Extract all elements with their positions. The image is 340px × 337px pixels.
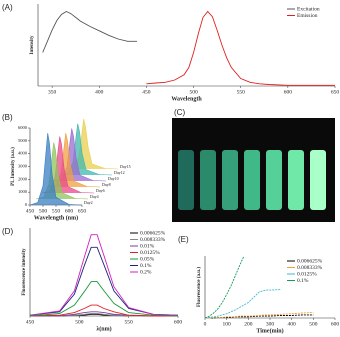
y-tick-label: 5000 — [18, 138, 28, 143]
x-axis-label: λ(nm) — [96, 325, 111, 332]
x-tick-label: 500 — [309, 321, 318, 327]
line — [29, 304, 178, 317]
vial — [178, 150, 194, 210]
x-tick-label: 450 — [26, 208, 35, 214]
line — [146, 10, 335, 86]
line — [29, 246, 179, 316]
x-tick-label: 0 — [204, 321, 207, 327]
legend-label: 0.05% — [140, 256, 155, 262]
legend-label: 0.008333% — [297, 265, 323, 271]
legend-label: 0.1% — [297, 278, 309, 284]
x-tick-label: 550 — [52, 208, 61, 214]
y-axis-label: Intensity — [30, 35, 35, 54]
line — [30, 313, 178, 317]
spectrum — [29, 133, 83, 206]
legend-label: 0.2% — [140, 269, 152, 275]
y-tick-label: 4000 — [18, 151, 28, 156]
x-tick-label: 600 — [284, 89, 293, 95]
x-tick-label: 600 — [174, 319, 183, 325]
x-axis-label: Wavelength — [171, 96, 202, 102]
y-tick-label: 2000 — [18, 176, 28, 181]
x-tick-label: 600 — [65, 208, 74, 214]
legend-label: 0.1% — [140, 263, 152, 269]
y-axis-label: Fluorescence (a.u.) — [197, 267, 202, 307]
y-tick-label: 0 — [25, 202, 28, 207]
x-tick-label: 550 — [237, 89, 246, 95]
photo — [172, 118, 335, 222]
x-axis-label: Time(min) — [256, 327, 283, 334]
x-tick-label: 450 — [26, 319, 35, 325]
line — [204, 289, 281, 319]
panel-label: (B) — [2, 113, 13, 122]
x-tick-label: 550 — [125, 319, 134, 325]
vial — [222, 150, 238, 210]
series-label: Day4 — [90, 194, 99, 199]
x-tick-label: 100 — [223, 321, 232, 327]
legend-label: 0.0125% — [297, 271, 317, 277]
vial — [266, 150, 282, 210]
x-tick-label: 500 — [189, 89, 198, 95]
legend-label: 0.0125% — [140, 250, 160, 256]
x-tick-label: 600 — [331, 321, 340, 327]
panel-label: (D) — [2, 227, 13, 236]
line — [205, 311, 314, 319]
legend-label: Excitation — [297, 6, 320, 12]
series-label: Day15 — [120, 164, 131, 169]
legend-label: 0.006625% — [297, 258, 323, 264]
x-tick-label: 650 — [78, 208, 87, 214]
line — [29, 234, 179, 316]
panel-label: (C) — [174, 108, 185, 117]
x-tick-label: 400 — [95, 89, 104, 95]
vial — [200, 150, 216, 210]
x-axis-label: Wavelength (nm) — [34, 214, 78, 221]
x-tick-label: 500 — [39, 208, 48, 214]
legend-label: 0.01% — [140, 243, 155, 249]
x-tick-label: 350 — [48, 89, 57, 95]
vial — [244, 150, 260, 210]
panel-label: (E) — [178, 235, 189, 244]
series-label: Day2 — [84, 200, 93, 205]
legend-label: 0.008333% — [140, 237, 166, 243]
y-tick-label: 3000 — [18, 164, 28, 169]
x-tick-label: 500 — [75, 319, 84, 325]
legend-label: Emission — [297, 13, 318, 19]
x-tick-label: 650 — [331, 89, 340, 95]
x-tick-label: 450 — [142, 89, 151, 95]
y-axis-label: PL Intensity (a.u.) — [11, 147, 16, 186]
y-tick-label: 6000 — [18, 125, 28, 130]
line — [204, 255, 245, 319]
x-tick-label: 200 — [244, 321, 253, 327]
x-tick-label: 400 — [288, 321, 297, 327]
y-tick-label: 1000 — [18, 189, 28, 194]
line — [42, 10, 137, 53]
series-label: Day6 — [96, 188, 105, 193]
panel-label: (A) — [2, 3, 13, 12]
vial — [288, 150, 304, 210]
x-tick-label: 300 — [266, 321, 275, 327]
y-axis-label: Fluorescence intensity — [22, 248, 27, 296]
legend-label: 0.006625% — [140, 230, 166, 236]
vial — [310, 150, 326, 210]
series-label: Day12 — [114, 170, 125, 175]
series-label: Day10 — [108, 176, 119, 181]
line — [29, 281, 179, 317]
series-label: Day8 — [102, 182, 111, 187]
